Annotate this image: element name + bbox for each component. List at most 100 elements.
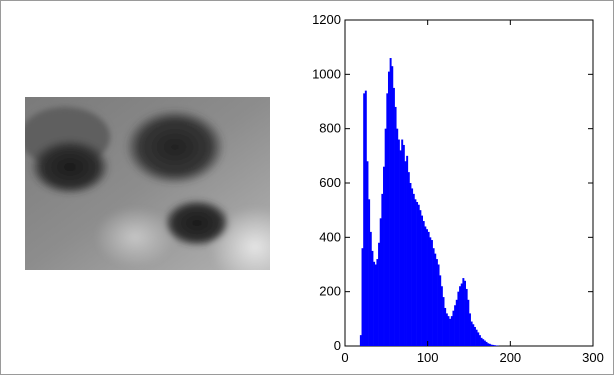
histogram-bar <box>444 307 447 346</box>
bright-region-bottom <box>95 207 175 267</box>
histogram-bar <box>373 261 376 346</box>
histogram-bar <box>394 106 397 346</box>
histogram-bar <box>409 183 412 346</box>
histogram-bar <box>364 90 367 346</box>
histogram-bar <box>473 326 476 346</box>
histogram-bar <box>426 229 428 346</box>
histogram-bar <box>464 280 466 346</box>
histogram-bar <box>432 248 435 346</box>
histogram-bar <box>454 305 457 346</box>
y-tick-label: 600 <box>319 175 341 190</box>
histogram-bar <box>406 155 409 346</box>
histogram-bar <box>449 318 452 346</box>
x-tick-label: 300 <box>582 350 604 365</box>
histogram-bar <box>452 310 455 346</box>
histogram-bars <box>359 58 500 347</box>
histogram-bar <box>396 128 399 346</box>
histogram-bar <box>477 332 480 346</box>
histogram-bar <box>492 344 495 346</box>
cell-blob-top <box>125 109 225 185</box>
histogram-bar <box>371 250 374 346</box>
histogram-bar <box>472 324 475 346</box>
histogram-bar <box>386 93 389 346</box>
y-tick-label: 200 <box>319 284 341 299</box>
histogram-bar <box>445 313 448 346</box>
histogram-bar <box>447 316 450 346</box>
histogram-bar <box>407 172 410 346</box>
histogram-bar <box>434 253 437 346</box>
histogram-bar <box>366 161 369 346</box>
histogram-bar <box>421 215 424 346</box>
histogram-bar <box>369 231 372 346</box>
histogram-bar <box>402 144 405 346</box>
histogram-bar <box>480 337 483 346</box>
histogram-chart: 0 100 200 300 0 200 400 600 800 1000 1200 <box>312 12 604 365</box>
histogram-bar <box>482 339 485 346</box>
histogram-bar <box>475 329 478 346</box>
histogram-bar <box>487 343 490 346</box>
histogram-bar <box>469 313 471 346</box>
cell-blob-left <box>30 139 110 195</box>
histogram-bar <box>419 210 422 346</box>
histogram-bar <box>392 87 395 347</box>
histogram-bar <box>379 218 382 346</box>
histogram-bar <box>401 139 404 346</box>
histogram-bar <box>478 335 481 346</box>
histogram-bar <box>442 297 445 346</box>
histogram-bar <box>493 345 496 346</box>
histogram-bar <box>495 345 498 346</box>
histogram-bar <box>381 193 384 346</box>
histogram-bar <box>459 286 462 346</box>
histogram-bar <box>488 343 491 346</box>
y-tick-label: 800 <box>319 121 341 136</box>
histogram-bar <box>427 231 430 346</box>
grayscale-cell-image <box>25 97 270 270</box>
histogram-bar <box>374 264 377 346</box>
histogram-bar <box>430 240 433 346</box>
histogram-bar <box>483 340 486 346</box>
histogram-bar <box>460 283 463 346</box>
histogram-bar <box>378 242 381 346</box>
histogram-bar <box>470 321 473 346</box>
x-tick-label: 0 <box>341 350 348 365</box>
histogram-bar <box>440 286 443 346</box>
histogram-bar <box>391 66 394 346</box>
histogram-bar <box>389 58 392 347</box>
histogram-bar <box>399 150 402 346</box>
histogram-bar <box>363 93 366 346</box>
histogram-bar <box>359 335 362 346</box>
histogram-bar <box>383 166 385 346</box>
x-axis-ticks: 0 100 200 300 <box>341 20 604 365</box>
histogram-bar <box>368 199 371 346</box>
histogram-bar <box>387 71 390 346</box>
y-tick-label: 400 <box>319 229 341 244</box>
histogram-bar <box>416 202 419 346</box>
histogram-bar <box>490 344 493 346</box>
histogram-bar <box>455 299 458 346</box>
histogram-bar <box>412 193 415 346</box>
y-axis-ticks: 0 200 400 600 800 1000 1200 <box>312 12 593 353</box>
histogram-bar <box>462 278 465 346</box>
histogram-bar <box>437 264 440 346</box>
x-tick-label: 200 <box>499 350 521 365</box>
cell-blob-right <box>163 199 231 247</box>
histogram-bar <box>422 221 425 346</box>
histogram-bar <box>457 291 460 346</box>
histogram-bar <box>361 248 364 346</box>
histogram-bar <box>485 341 488 346</box>
y-tick-label: 0 <box>334 338 341 353</box>
x-tick-label: 100 <box>417 350 439 365</box>
histogram-bar <box>424 226 427 346</box>
histogram-bar <box>411 188 414 346</box>
histogram-bar <box>376 259 379 346</box>
histogram-bar <box>435 259 438 346</box>
histogram-bar <box>465 288 468 346</box>
histogram-bar <box>450 316 453 346</box>
histogram-bar <box>439 275 442 346</box>
histogram-bar <box>417 204 420 346</box>
histogram-bar <box>384 128 387 346</box>
histogram-bar <box>414 199 417 346</box>
histogram-bar <box>404 161 407 346</box>
histogram-bar <box>429 237 432 346</box>
histogram-bar <box>467 299 470 346</box>
